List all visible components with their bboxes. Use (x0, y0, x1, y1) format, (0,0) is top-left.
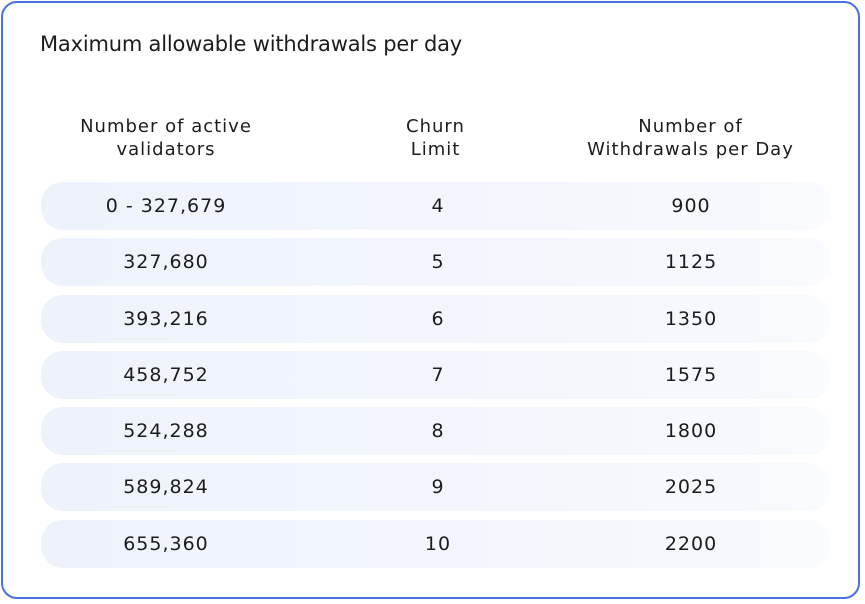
table-row: 327,680 5 1125 (41, 238, 831, 287)
table-row: 393,216 6 1350 (41, 294, 831, 343)
cell-validators: 655,360 (123, 532, 209, 555)
cell-validators: 589,824 (123, 476, 209, 499)
cell-validators: 524,288 (123, 420, 209, 443)
table-row: 589,824 9 2025 (41, 463, 831, 512)
cell-withdrawals: 900 (671, 195, 711, 217)
header-line: validators (116, 139, 216, 160)
header-line: Withdrawals per Day (587, 139, 794, 160)
cell-validators: 393,216 (123, 307, 209, 330)
cell-withdrawals: 1125 (664, 251, 718, 274)
cell-withdrawals: 1350 (664, 307, 718, 330)
table-row: 655,360 10 2200 (41, 519, 831, 568)
header-line: Number of active (80, 116, 252, 137)
cell-churn-limit: 10 (424, 532, 452, 555)
header-line: Churn (406, 116, 465, 137)
header-active-validators: Number of active validators (36, 115, 296, 161)
cell-churn-limit: 4 (431, 195, 445, 217)
header-churn-limit: Churn Limit (358, 115, 513, 161)
table-row: 0 - 327,679 4 900 (41, 182, 831, 230)
header-line: Limit (410, 139, 461, 160)
header-line: Number of (638, 116, 743, 137)
cell-churn-limit: 6 (431, 307, 445, 330)
cell-withdrawals: 1800 (664, 420, 718, 443)
header-withdrawals-per-day: Number of Withdrawals per Day (548, 115, 833, 161)
cell-withdrawals: 1575 (664, 363, 718, 386)
table-body: 0 - 327,679 4 900 327,680 5 1125 393,216… (41, 182, 831, 576)
cell-withdrawals: 2025 (664, 476, 718, 499)
cell-validators: 458,752 (123, 363, 209, 386)
table-row: 524,288 8 1800 (41, 407, 831, 456)
cell-validators: 0 - 327,679 (105, 195, 227, 217)
cell-churn-limit: 9 (431, 476, 445, 499)
cell-churn-limit: 5 (431, 251, 445, 274)
table-row: 458,752 7 1575 (41, 350, 831, 399)
table-title: Maximum allowable withdrawals per day (40, 32, 463, 56)
cell-churn-limit: 7 (431, 363, 445, 386)
cell-withdrawals: 2200 (664, 532, 718, 555)
cell-churn-limit: 8 (431, 420, 445, 443)
cell-validators: 327,680 (123, 251, 209, 274)
table-header: Number of active validators Churn Limit … (3, 115, 862, 165)
